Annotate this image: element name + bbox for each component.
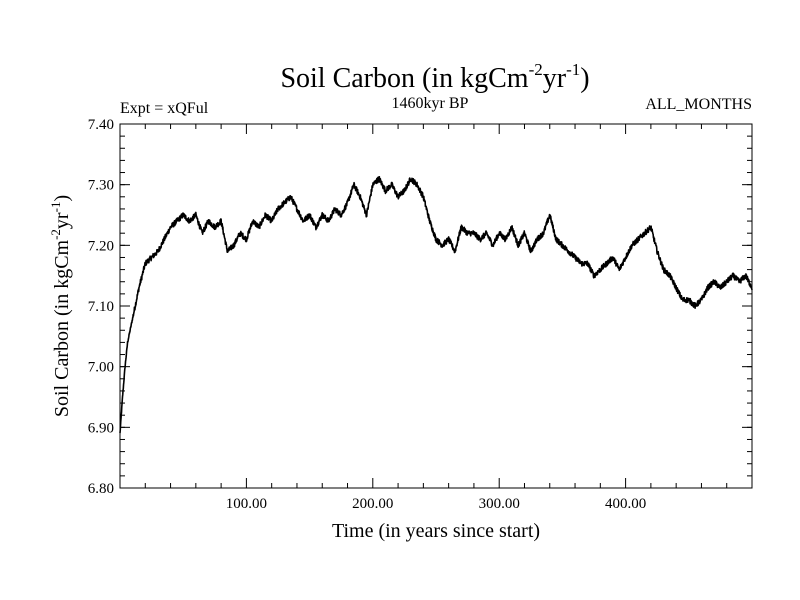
- y-tick-label: 7.00: [88, 360, 114, 376]
- experiment-label: Expt = xQFul: [120, 100, 209, 117]
- y-axis-label: Soil Carbon (in kgCm-2yr-1): [48, 195, 73, 417]
- series-line-soil-carbon: [119, 176, 753, 434]
- period-label: 1460kyr BP: [392, 95, 469, 112]
- y-tick-label: 6.90: [88, 420, 114, 436]
- x-tick-label: 200.00: [352, 496, 393, 512]
- x-tick-label: 300.00: [479, 496, 520, 512]
- y-tick-label: 7.20: [88, 238, 114, 254]
- y-tick-label: 6.80: [88, 481, 114, 497]
- x-tick-label: 100.00: [226, 496, 267, 512]
- chart-title: Soil Carbon (in kgCm-2yr-1): [280, 60, 589, 94]
- x-tick-label: 400.00: [605, 496, 646, 512]
- y-tick-label: 7.30: [88, 178, 114, 194]
- y-tick-label: 7.10: [88, 299, 114, 315]
- y-axis-ticks: 6.80 6.90 7.00 7.10 7.20 7.30 7.40: [88, 117, 752, 497]
- plot-area-frame: [119, 123, 753, 489]
- x-axis-label: Time (in years since start): [332, 520, 540, 542]
- series-group: [119, 176, 753, 434]
- y-tick-label: 7.40: [88, 117, 114, 133]
- months-label: ALL_MONTHS: [645, 96, 752, 113]
- x-axis-ticks: 100.00 200.00 300.00 400.00: [144, 124, 728, 512]
